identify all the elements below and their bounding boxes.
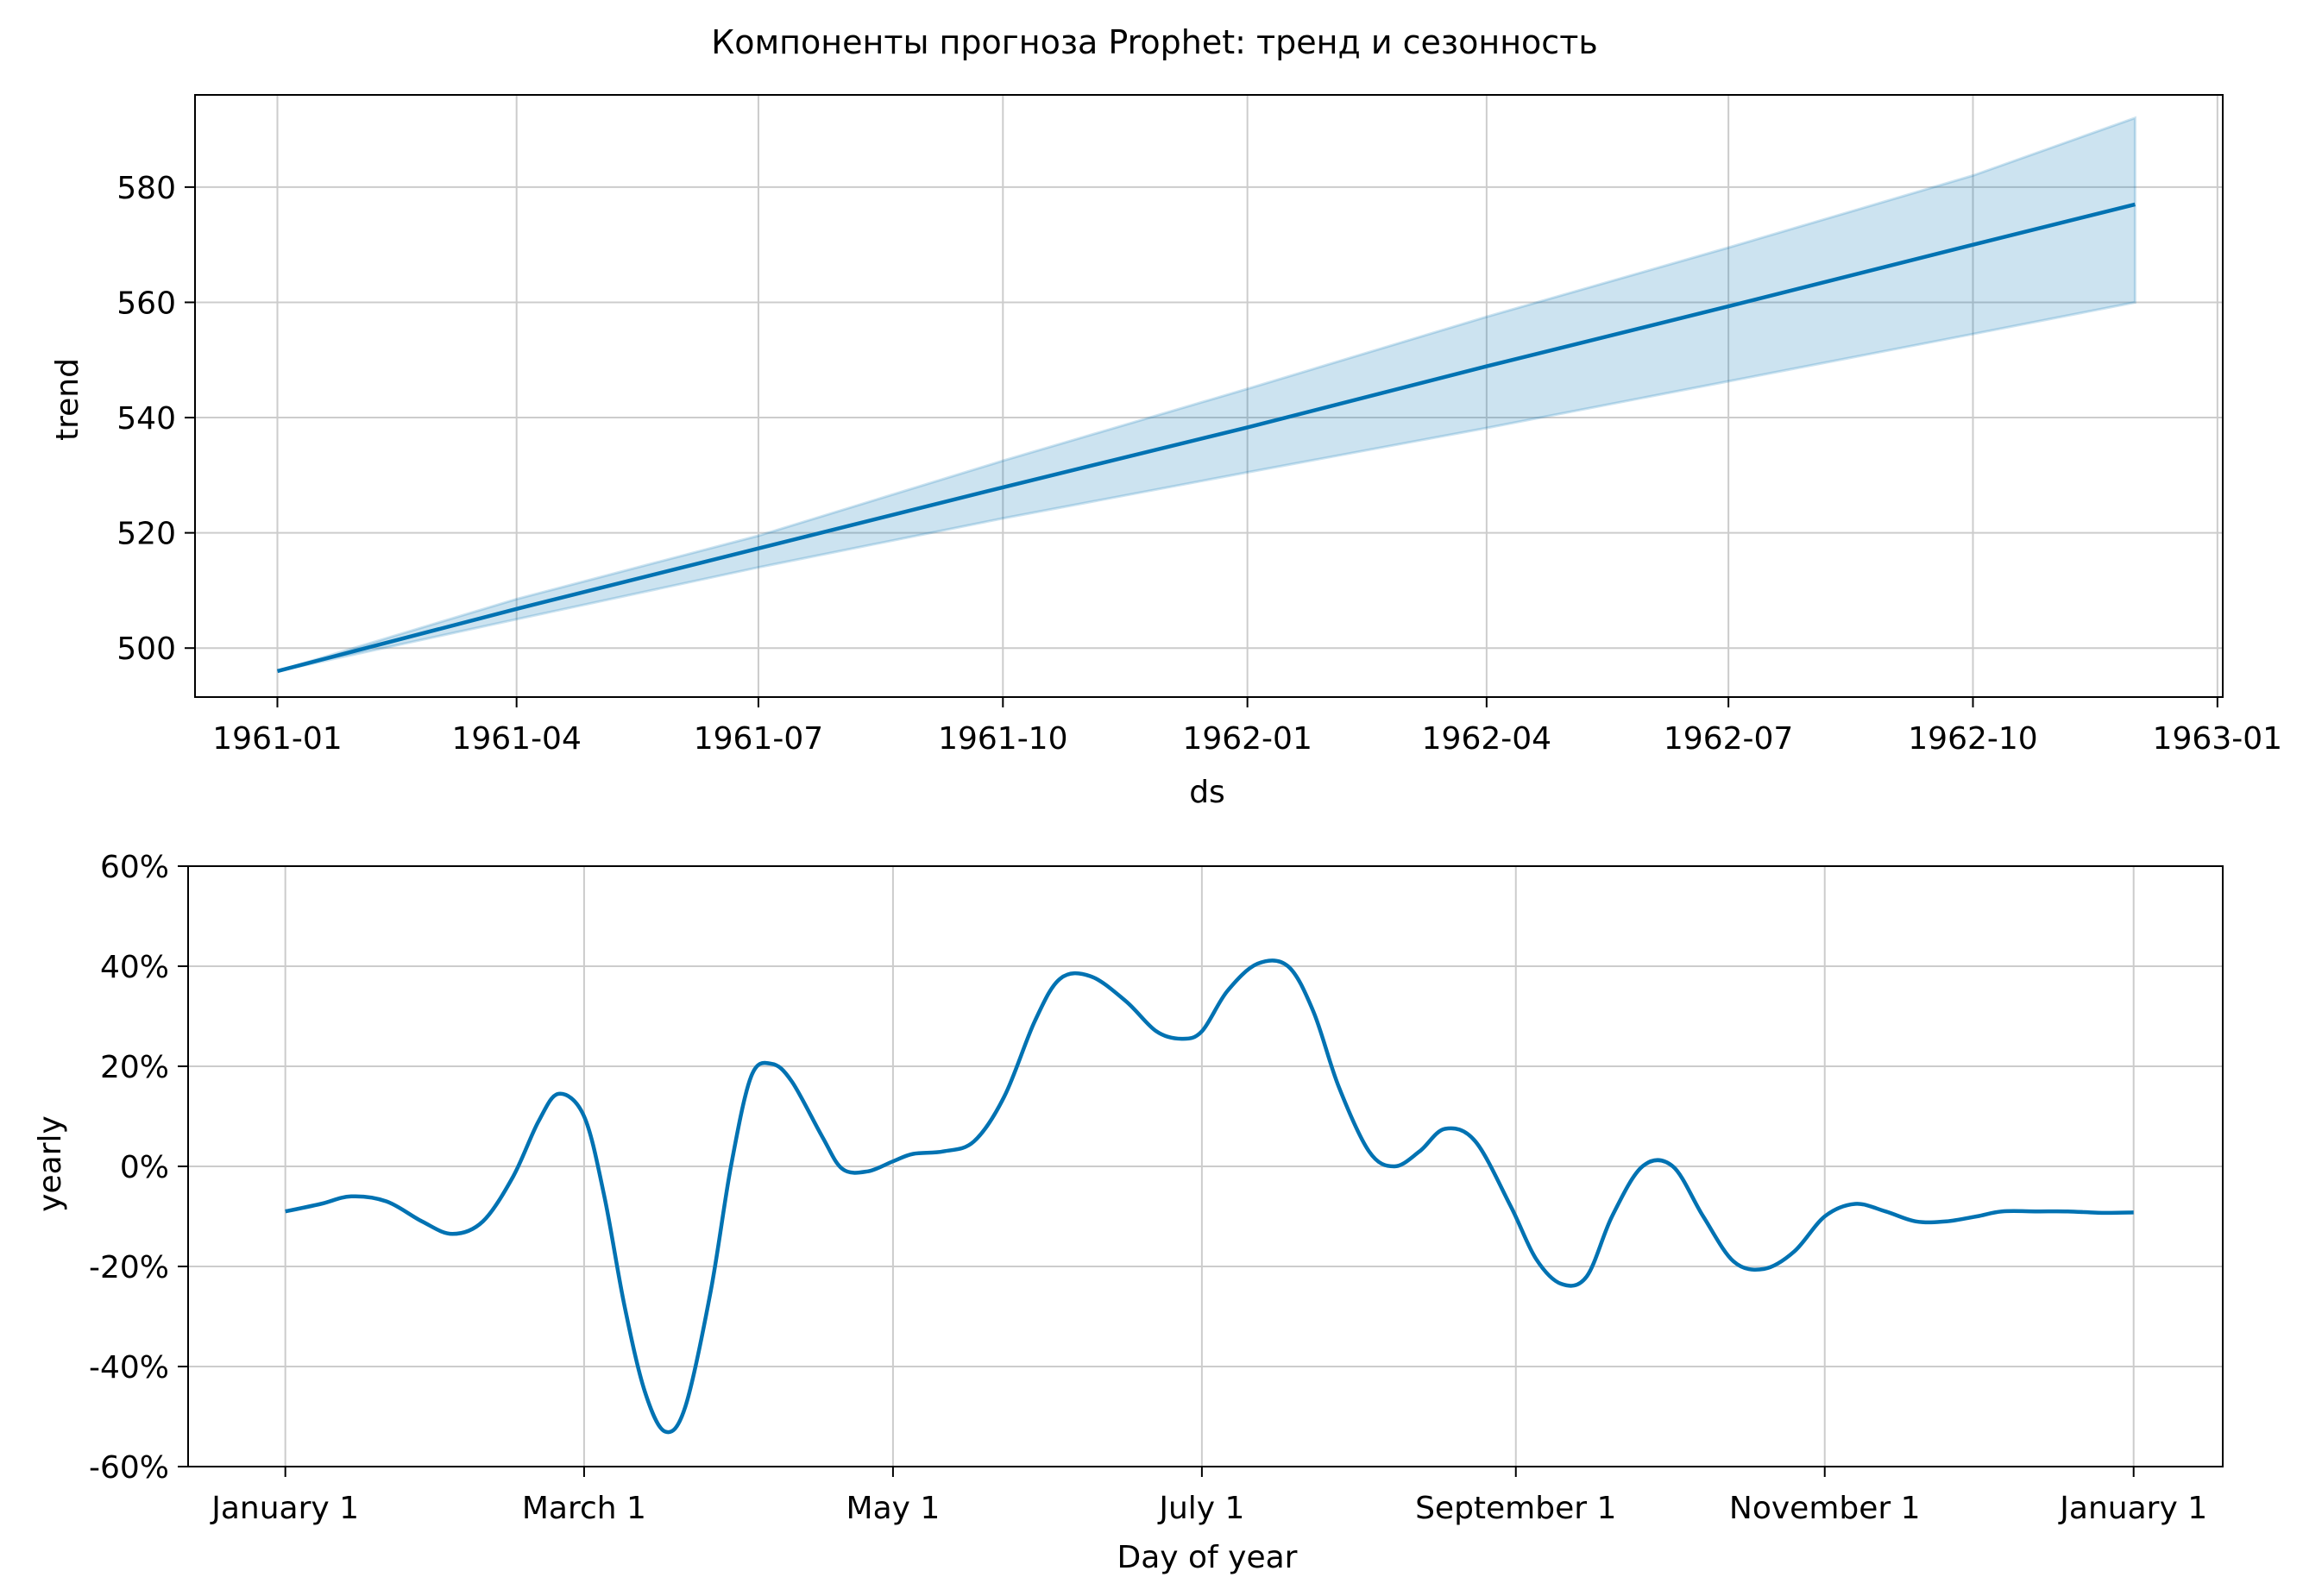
trend-y-tick-label: 540 (116, 401, 176, 437)
yearly-y-tick-label: 40% (100, 950, 169, 985)
trend-x-tick-label: 1962-07 (1664, 721, 1793, 757)
yearly-y-tick-label: -20% (89, 1250, 169, 1285)
yearly-x-axis-label: Day of year (1117, 1540, 1298, 1575)
yearly-y-tick-label: 0% (120, 1150, 169, 1185)
trend-line (276, 202, 2136, 674)
trend-gridlines (195, 95, 2223, 697)
trend-x-tick-label: 1962-04 (1422, 721, 1551, 757)
yearly-x-tick-label: November 1 (1729, 1491, 1921, 1526)
yearly-x-tick-label: September 1 (1415, 1491, 1616, 1526)
yearly-panel: January 1 March 1 May 1 July 1 September 1 No… (33, 850, 2224, 1575)
trend-y-tick-label: 580 (116, 171, 176, 206)
trend-y-tick-label: 520 (116, 517, 176, 552)
trend-x-tick-label: 1961-01 (212, 721, 342, 757)
yearly-x-tick-label: July 1 (1157, 1491, 1244, 1526)
trend-y-ticks: 500 520 540 560 580 (116, 171, 195, 667)
yearly-y-tick-label: 20% (100, 1050, 169, 1085)
yearly-x-tick-label: January 1 (2058, 1491, 2207, 1526)
yearly-x-tick-label: March 1 (522, 1491, 646, 1526)
yearly-y-tick-label: -40% (89, 1350, 169, 1386)
figure-title: Компоненты прогноза Prophet: тренд и сез… (711, 23, 1597, 61)
trend-uncertainty-band (277, 116, 2136, 673)
trend-x-tick-label: 1962-10 (1908, 721, 2037, 757)
trend-x-tick-label: 1962-01 (1182, 721, 1312, 757)
trend-y-tick-label: 560 (116, 286, 176, 321)
trend-y-tick-label: 500 (116, 631, 176, 667)
yearly-x-tick-label: May 1 (846, 1491, 941, 1526)
yearly-y-tick-label: -60% (89, 1450, 169, 1486)
trend-x-tick-label: 1961-07 (694, 721, 823, 757)
yearly-x-ticks: January 1 March 1 May 1 July 1 September 1 No… (210, 1467, 2207, 1526)
trend-axes-frame (194, 94, 2224, 698)
yearly-line (285, 958, 2134, 1435)
trend-x-tick-label: 1961-04 (451, 721, 581, 757)
trend-x-ticks: 1961-01 1961-04 1961-07 1961-10 1962-01 1962-… (212, 697, 2282, 757)
trend-x-axis-label: ds (1189, 775, 1225, 810)
yearly-y-axis-label: yearly (33, 1115, 68, 1212)
yearly-y-ticks: 60% 40% 20% 0% -20% -40% -60% (89, 850, 188, 1486)
yearly-y-tick-label: 60% (100, 850, 169, 885)
trend-x-tick-label: 1963-01 (2153, 721, 2282, 757)
yearly-x-tick-label: January 1 (210, 1491, 359, 1526)
trend-y-axis-label: trend (50, 358, 85, 441)
trend-panel: 1961-01 1961-04 1961-07 1961-10 1962-01 1962-… (50, 94, 2282, 810)
trend-x-tick-label: 1961-10 (938, 721, 1067, 757)
